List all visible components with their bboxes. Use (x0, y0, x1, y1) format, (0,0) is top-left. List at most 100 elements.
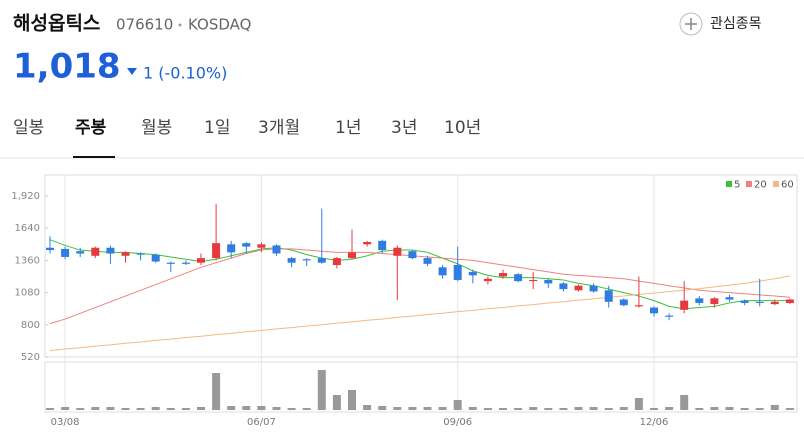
candle-body (740, 300, 749, 303)
y-tick-label: 1640 (15, 223, 40, 234)
tab[interactable]: 주봉 (75, 118, 107, 138)
candle-body (650, 307, 658, 314)
volume-bar (770, 405, 779, 410)
candle-body (499, 273, 507, 277)
volume-bar (378, 406, 387, 410)
candle-body (136, 253, 145, 255)
candle-body (604, 290, 613, 302)
x-tick-label: 03/08 (51, 417, 80, 428)
tab[interactable]: 10년 (444, 118, 481, 138)
candle-body (166, 262, 175, 264)
ma-line (49, 248, 790, 325)
candle-body (197, 258, 205, 263)
volume-bar (665, 407, 674, 410)
y-tick-label: 1080 (15, 288, 40, 299)
candle-body (272, 245, 281, 254)
ma-line (49, 275, 790, 352)
candle-body (544, 279, 553, 284)
volume-bar (468, 407, 477, 410)
candle-body (483, 278, 492, 282)
tab[interactable]: 1년 (335, 118, 361, 138)
tab[interactable]: 3개월 (258, 118, 300, 138)
candle-body (332, 258, 341, 265)
volume-bar (650, 408, 658, 410)
price: 1,018 (13, 47, 121, 87)
candle-body (710, 298, 719, 305)
volume-bar (197, 407, 205, 410)
y-tick-label: 1,920 (11, 191, 40, 202)
volume-bar (740, 408, 749, 410)
tab[interactable]: 일봉 (13, 118, 44, 138)
candle-body (695, 298, 704, 303)
candle-body (514, 274, 523, 282)
volume-bar (695, 408, 704, 410)
candle-body (212, 243, 221, 259)
legend-swatch (773, 181, 779, 187)
legend-label: 60 (781, 180, 794, 191)
legend-label: 20 (754, 180, 767, 191)
volume-bar (589, 407, 598, 410)
volume-bar (755, 408, 764, 410)
volume-bar (91, 407, 100, 410)
volume-bar (121, 408, 130, 410)
watch-plus (685, 18, 697, 30)
volume-bar (423, 407, 432, 410)
legend-swatch (726, 181, 732, 187)
candle-body (76, 251, 85, 254)
x-tick-label: 06/07 (247, 417, 276, 428)
candle-body (453, 265, 462, 280)
down-arrow (127, 68, 137, 75)
candle-body (61, 248, 70, 257)
volume-bar (348, 390, 356, 410)
volume-bar (544, 408, 553, 410)
volume-bar (453, 400, 462, 410)
candle-body (770, 301, 779, 305)
volume-bar (438, 407, 447, 410)
volume-bar (710, 407, 719, 410)
candle-body (348, 252, 356, 259)
candle-body (378, 240, 387, 251)
watch-icon (679, 12, 703, 36)
candle-body (46, 247, 54, 251)
volume-bar (272, 407, 281, 410)
volume-bar (287, 408, 296, 410)
candle-body (227, 244, 236, 253)
candle-body (257, 244, 266, 248)
tab[interactable]: 1일 (204, 118, 230, 138)
volume-bar (529, 407, 538, 410)
watch-button[interactable]: 관심종목 (679, 12, 762, 36)
volume-bar (212, 373, 221, 410)
candle-body (317, 258, 326, 263)
y-tick-label: 800 (21, 320, 40, 331)
candle-body (680, 300, 689, 310)
candle-body (785, 299, 794, 303)
candle-body (106, 247, 115, 254)
watch-label[interactable]: 관심종목 (710, 16, 762, 32)
ma-line (49, 239, 790, 310)
volume-bar (499, 408, 507, 410)
candle-body (91, 247, 100, 256)
tab[interactable]: 3년 (391, 118, 417, 138)
stock-name: 해성옵틱스 (13, 13, 100, 35)
volume-bar (363, 405, 372, 410)
volume-bar (166, 408, 175, 410)
market: KOSDAQ (188, 16, 251, 34)
volume-bar (257, 406, 266, 410)
volume-bar (242, 406, 251, 410)
volume-frame (44, 361, 798, 413)
volume-bar (181, 408, 190, 410)
volume-bar (604, 408, 613, 410)
separator-dot (178, 23, 182, 27)
tab[interactable]: 월봉 (141, 118, 172, 138)
x-tick-label: 12/06 (640, 417, 669, 428)
y-tick-label: 520 (21, 352, 40, 363)
candle-body (634, 305, 643, 307)
candle-body (619, 299, 628, 306)
volume-bar (332, 395, 341, 410)
volume-bar (317, 370, 326, 410)
candle-body (363, 242, 372, 245)
candle-body (438, 267, 447, 276)
volume-bar (393, 407, 402, 410)
